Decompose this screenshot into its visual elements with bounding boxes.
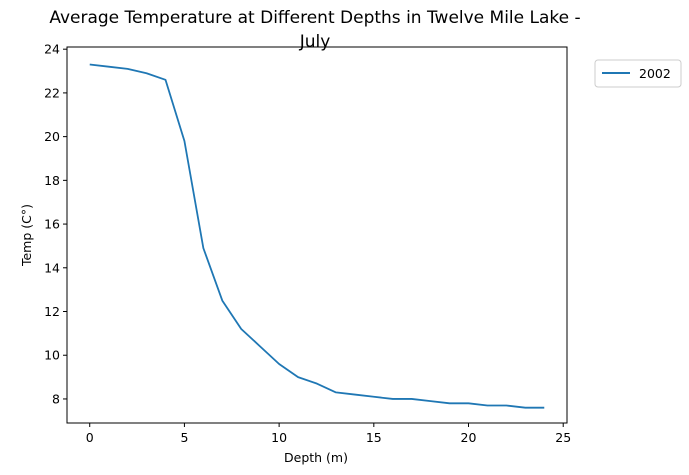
chart-title-line-2: July [299, 32, 331, 52]
y-axis-ticks: 8 10 12 14 16 18 20 22 24 [44, 42, 67, 406]
x-tick-label: 15 [366, 430, 382, 445]
legend: 2002 [594, 59, 682, 88]
legend-label-2002: 2002 [639, 66, 671, 81]
x-tick-label: 20 [461, 430, 477, 445]
y-tick-label: 20 [44, 129, 60, 144]
series-line-2002 [89, 63, 545, 409]
chart-title-line-1: Average Temperature at Different Depths … [49, 8, 580, 28]
y-tick-label: 24 [44, 42, 60, 57]
y-tick-label: 8 [52, 391, 60, 406]
x-tick-label: 25 [555, 430, 571, 445]
x-axis-ticks: 0 5 10 15 20 25 [86, 423, 571, 445]
legend-box [594, 59, 682, 88]
x-axis-label: Depth (m) [284, 450, 348, 465]
y-tick-label: 16 [44, 217, 60, 232]
x-tick-label: 10 [271, 430, 287, 445]
y-tick-label: 22 [44, 85, 60, 100]
y-tick-label: 12 [44, 304, 60, 319]
y-tick-label: 18 [44, 173, 60, 188]
plot-area-frame [66, 46, 568, 424]
x-tick-label: 0 [86, 430, 94, 445]
plot-lines [89, 63, 545, 409]
y-tick-label: 10 [44, 348, 60, 363]
y-axis-label: Temp (C°) [19, 204, 34, 267]
x-tick-label: 5 [180, 430, 188, 445]
y-tick-label: 14 [44, 260, 60, 275]
